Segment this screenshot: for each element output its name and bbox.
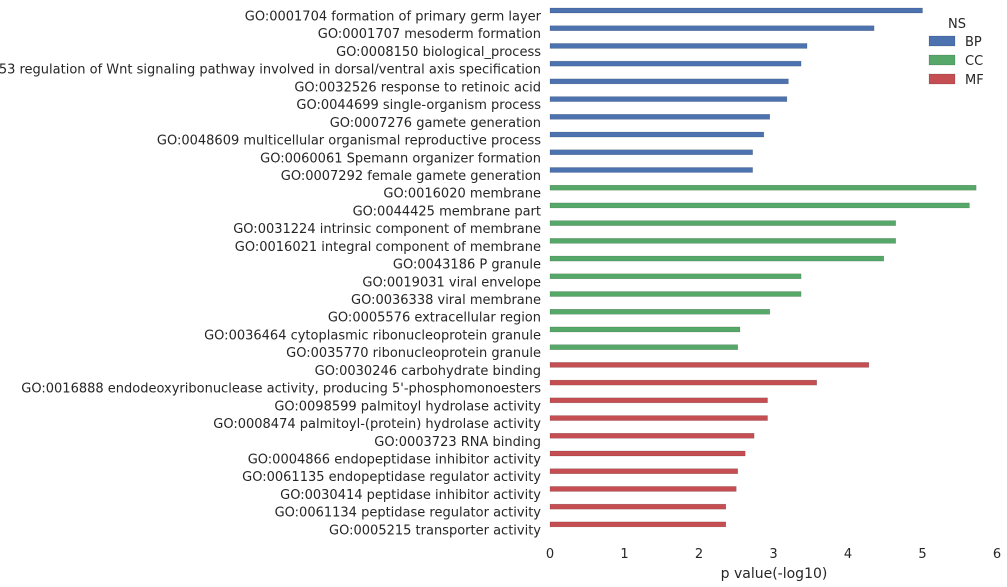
legend-items: BP CC MF [928, 35, 984, 88]
category-label: GO:0032526 response to retinoic acid [294, 80, 541, 95]
bar-cc [549, 255, 885, 262]
bar-mf [549, 450, 746, 457]
category-label: GO:0004866 endopeptidase inhibitor activ… [248, 453, 542, 468]
category-label: GO:0001707 mesoderm formation [318, 27, 541, 42]
category-label: GO:0098599 palmitoyl hydrolase activity [274, 399, 541, 414]
bar-bp [549, 131, 765, 138]
bar-bp [549, 96, 788, 102]
x-axis-label: p value(-log10) [721, 566, 828, 582]
category-label: GO:0060061 Spemann organizer formation [260, 151, 541, 166]
x-tick-label: 4 [844, 547, 852, 562]
x-tick-label: 0 [546, 547, 554, 562]
legend-label: MF [965, 73, 984, 88]
legend-swatch-bp [928, 35, 956, 47]
bar-mf [549, 486, 737, 492]
category-label: GO:0043186 P granule [393, 258, 541, 273]
bar-mf [549, 433, 755, 439]
category-label: GO:0036464 cytoplasmic ribonucleoprotein… [204, 328, 541, 343]
bar-mf [549, 379, 817, 386]
category-label: GO:0005215 transporter activity [329, 523, 541, 538]
category-label: GO:0061134 peptidase regulator activity [275, 506, 542, 521]
bar-mf [549, 397, 768, 404]
category-label: GO:2000053 regulation of Wnt signaling p… [0, 63, 541, 78]
category-label: GO:0035770 ribonucleoprotein granule [286, 346, 541, 361]
bar-cc [549, 184, 977, 191]
category-label: GO:0044425 membrane part [353, 204, 541, 219]
category-label: GO:0048609 multicellular organismal repr… [157, 134, 541, 149]
bar-bp [549, 43, 808, 49]
bar-mf [549, 362, 870, 368]
legend-swatch-mf [928, 73, 956, 85]
x-tick-label: 2 [695, 547, 703, 562]
category-label: GO:0030246 carbohydrate binding [315, 364, 541, 379]
category-label: GO:0008474 palmitoyl-(protein) hydrolase… [213, 417, 541, 432]
legend-title: NS [948, 17, 966, 32]
category-label: GO:0007292 female gamete generation [281, 169, 541, 184]
x-tick-label: 6 [993, 547, 1001, 562]
legend-label: BP [965, 35, 982, 50]
legend-label: CC [965, 54, 983, 69]
bar-cc [549, 344, 738, 350]
legend-swatch-cc [928, 54, 956, 66]
bars-layer [549, 7, 977, 528]
x-tick-label: 1 [620, 547, 628, 562]
bar-bp [549, 114, 771, 120]
x-tick-label: 5 [918, 547, 926, 562]
bar-mf [549, 521, 727, 528]
category-label: GO:0044699 single-organism process [296, 98, 541, 113]
category-label: GO:0005576 extracellular region [328, 311, 541, 326]
category-label: GO:0003723 RNA binding [374, 435, 541, 450]
legend: NS BP CC MF [928, 17, 984, 88]
category-label: GO:0001704 formation of primary germ lay… [245, 10, 542, 25]
category-label: GO:0030414 peptidase inhibitor activity [280, 488, 541, 503]
category-label: GO:0016021 integral component of membran… [235, 240, 541, 255]
bar-cc [549, 291, 802, 297]
category-label: GO:0031224 intrinsic component of membra… [233, 222, 541, 237]
bar-mf [549, 415, 768, 421]
bar-cc [549, 238, 896, 244]
category-label: GO:0036338 viral membrane [351, 293, 541, 308]
bar-bp [549, 25, 875, 31]
bar-mf [549, 468, 738, 474]
bar-bp [549, 78, 789, 85]
bar-mf [549, 503, 727, 510]
x-axis: 0 1 2 3 4 5 6 [546, 547, 1001, 562]
category-label: GO:0019031 viral envelope [362, 275, 541, 290]
bar-cc [549, 202, 970, 209]
bar-cc [549, 326, 741, 333]
bar-bp [549, 149, 753, 156]
category-label: GO:0008150 biological_process [336, 45, 541, 60]
category-label: GO:0061135 endopeptidase regulator activ… [242, 470, 541, 485]
x-tick-label: 3 [769, 547, 777, 562]
bar-bp [549, 60, 802, 67]
bar-bp [549, 7, 923, 14]
category-label: GO:0016888 endodeoxyribonuclease activit… [21, 382, 541, 397]
bar-cc [549, 220, 896, 226]
bar-cc [549, 308, 771, 315]
category-label: GO:0016020 membrane [383, 187, 541, 202]
bar-bp [549, 167, 753, 173]
bar-cc [549, 273, 802, 280]
category-label: GO:0007276 gamete generation [330, 116, 541, 131]
category-labels: GO:0001704 formation of primary germ lay… [0, 10, 542, 539]
